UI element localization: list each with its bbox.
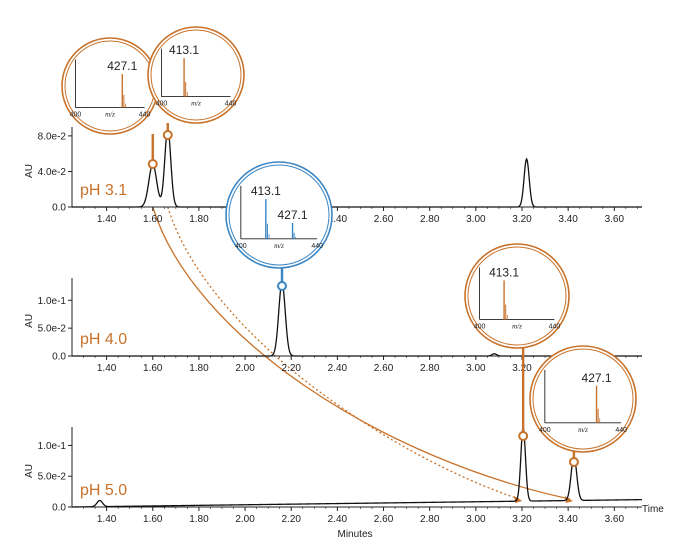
ms-unit-label: m/z — [512, 322, 522, 330]
x-tick-label: 2.80 — [420, 363, 440, 374]
ph-label: pH 4.0 — [80, 331, 127, 348]
x-tick-label: 1.60 — [143, 363, 163, 374]
x-tick-label: 3.60 — [605, 514, 625, 525]
inset-ring-outer — [529, 345, 637, 453]
ms-mz-label: 427.1 — [582, 371, 612, 385]
ms-inset-1: 400 440 m/z 427.1 — [61, 37, 159, 169]
x-tick-label: 2.20 — [281, 514, 301, 525]
chromatogram-trace — [72, 281, 642, 357]
y-tick-label: 5.0e-2 — [38, 324, 67, 335]
x-tick-label: 2.80 — [420, 514, 440, 525]
x-tick-label: 2.40 — [328, 214, 348, 225]
peak-marker — [568, 457, 579, 467]
peak-marker — [518, 431, 529, 441]
chromatogram-trace — [71, 427, 642, 508]
ms-range-max: 440 — [225, 101, 237, 108]
ms-inset-2: 400 440 m/z 413.1 — [147, 26, 245, 140]
x-tick-label: 2.60 — [374, 514, 394, 525]
inset-ring-inner — [532, 348, 634, 450]
ms-mz-label: 413.1 — [489, 265, 519, 279]
x-tick-label: 1.60 — [143, 514, 163, 525]
y-tick-label: 4.0e-2 — [38, 167, 67, 178]
x-tick-label: 2.60 — [374, 214, 394, 225]
y-axis-title: AU — [24, 464, 35, 478]
ms-unit-label: m/z — [191, 100, 201, 108]
ms-unit-label: m/z — [105, 111, 115, 119]
peak-marker — [147, 159, 158, 169]
x-tick-label: 2.00 — [235, 363, 255, 374]
ms-range-min: 400 — [539, 427, 551, 434]
x-tick-label: 1.40 — [97, 363, 117, 374]
retention-shift-arrow-dotted — [167, 206, 520, 500]
x-axis-end-label: Time — [642, 504, 664, 515]
y-tick-label: 0.0 — [52, 203, 66, 214]
inset-ring-outer — [61, 37, 159, 135]
x-tick-label: 1.80 — [189, 363, 209, 374]
ms-inset-3: 400 440 m/z 413.1 427.1 — [225, 161, 333, 291]
ms-range-min: 400 — [156, 101, 168, 108]
mass-spectra-insets: 400 440 m/z 427.1 400 440 m/z 413.1 400 440 m/z 413… — [61, 26, 637, 467]
ms-unit-label: m/z — [578, 426, 588, 434]
x-tick-label: 3.40 — [558, 514, 578, 525]
ph-label: pH 3.1 — [80, 182, 127, 199]
x-tick-label: 1.40 — [97, 214, 117, 225]
retention-shift-arrow-solid — [152, 206, 571, 500]
inset-ring-inner — [228, 164, 330, 266]
ms-range-max: 440 — [615, 427, 627, 434]
x-tick-label: 3.40 — [558, 214, 578, 225]
ms-inset-5: 400 440 m/z 427.1 — [529, 345, 637, 467]
ms-mz-label: 427.1 — [107, 59, 137, 73]
x-tick-label: 1.80 — [189, 514, 209, 525]
y-tick-label: 5.0e-2 — [38, 472, 67, 483]
y-tick-label: 8.0e-2 — [38, 131, 67, 142]
ms-range-max: 440 — [311, 243, 323, 250]
x-tick-label: 2.40 — [328, 363, 348, 374]
ms-mz-label: 413.1 — [251, 184, 281, 198]
ms-range-min: 400 — [235, 243, 247, 250]
x-tick-label: 2.00 — [235, 514, 255, 525]
inset-ring-inner — [150, 29, 242, 121]
panel-3: 1.40 1.60 1.80 2.00 2.20 2.40 2.60 2.80 3.00 3.20… — [24, 427, 642, 525]
inset-ring-inner — [467, 246, 567, 346]
x-tick-label: 1.60 — [143, 214, 163, 225]
x-tick-label: 2.80 — [420, 214, 440, 225]
x-axis-title: Minutes — [337, 529, 372, 540]
x-tick-label: 2.40 — [328, 514, 348, 525]
inset-ring-outer — [464, 243, 570, 349]
x-tick-label: 3.00 — [466, 514, 486, 525]
y-axis-title: AU — [24, 164, 35, 178]
y-axis-title: AU — [24, 314, 35, 328]
peak-marker — [162, 130, 173, 140]
ms-unit-label: m/z — [274, 242, 284, 250]
x-tick-label: 3.20 — [512, 514, 532, 525]
shift-arrows-layer — [152, 206, 573, 503]
inset-ring-outer — [147, 26, 245, 124]
chromatogram-trace — [72, 127, 642, 208]
y-tick-label: 0.0 — [52, 352, 66, 363]
ms-mz-label: 427.1 — [278, 208, 308, 222]
x-tick-label: 3.00 — [466, 214, 486, 225]
x-tick-label: 3.20 — [512, 214, 532, 225]
x-tick-label: 3.60 — [605, 214, 625, 225]
x-tick-label: 1.80 — [189, 214, 209, 225]
peak-marker — [277, 281, 287, 291]
y-tick-label: 1.0e-1 — [38, 441, 67, 452]
ms-mz-label: 413.1 — [169, 43, 199, 57]
x-tick-label: 1.40 — [97, 514, 117, 525]
panel-1: 1.401.601.802.002.202.402.602.803.003.20… — [24, 127, 642, 225]
ph-label: pH 5.0 — [80, 482, 127, 499]
ms-range-min: 400 — [70, 112, 82, 119]
x-tick-label: 3.00 — [466, 363, 486, 374]
x-tick-label: 2.20 — [281, 363, 301, 374]
ms-range-min: 400 — [474, 323, 486, 330]
ms-range-max: 440 — [549, 323, 561, 330]
ms-range-max: 440 — [139, 112, 151, 119]
inset-ring-outer — [225, 161, 333, 269]
x-tick-label: 2.60 — [374, 363, 394, 374]
y-tick-label: 1.0e-1 — [38, 296, 67, 307]
ms-inset-4: 400 440 m/z 413.1 — [464, 243, 570, 441]
y-tick-label: 0.0 — [52, 503, 66, 514]
